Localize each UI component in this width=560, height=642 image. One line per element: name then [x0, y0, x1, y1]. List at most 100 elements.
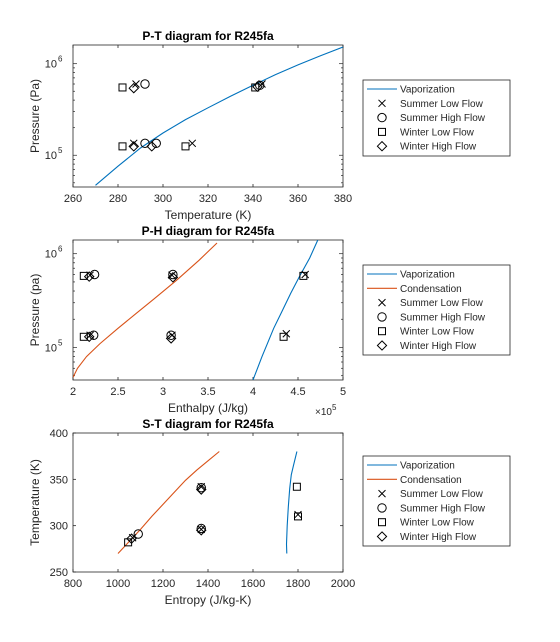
marker-circle	[168, 269, 178, 280]
plot-area	[72, 239, 344, 381]
marker-diamond	[195, 524, 207, 536]
y-tick-exponent: 6	[58, 55, 63, 64]
legend-box	[362, 79, 511, 157]
legend-label: Summer High Flow	[400, 312, 486, 323]
x-multiplier: ×105	[315, 403, 337, 418]
x-tick-label: 800	[64, 578, 82, 590]
x-tick-label: 1400	[196, 578, 220, 590]
marker-circle	[196, 482, 206, 493]
marker-square	[118, 83, 127, 92]
plot-data	[117, 451, 302, 554]
marker-square	[124, 538, 133, 547]
marker-circle	[166, 330, 176, 340]
y-tick-label: 400	[50, 428, 68, 440]
marker-square	[118, 142, 127, 151]
legend-label: Winter Low Flow	[400, 518, 475, 529]
x-tick-label: 2000	[331, 578, 355, 590]
legend-label: Summer High Flow	[400, 113, 486, 124]
y-tick-label: 10	[45, 59, 57, 71]
legend-label: Summer Low Flow	[400, 99, 484, 110]
legend-label: Winter High Flow	[400, 341, 477, 352]
marker-square	[279, 332, 288, 341]
y-tick-label: 10	[45, 342, 57, 354]
legend-label: Winter High Flow	[400, 532, 477, 543]
x-tick-label: 4.5	[290, 386, 305, 398]
y-tick-exponent: 5	[58, 146, 63, 155]
x-axis-label: Enthalpy (J/kg)	[168, 401, 248, 415]
marker-x	[129, 139, 138, 148]
x-tick-label: 260	[64, 193, 82, 205]
marker-diamond	[376, 531, 388, 542]
marker-square	[299, 271, 308, 280]
legend-label: Summer High Flow	[400, 503, 486, 514]
marker-x	[188, 139, 197, 148]
marker-x	[132, 80, 140, 88]
legend-label: Winter Low Flow	[400, 127, 475, 138]
x-tick-label: 3	[160, 386, 166, 398]
y-axis-label: Temperature (K)	[28, 459, 42, 546]
legend-label: Vaporization	[400, 270, 455, 281]
series-line-vaporization	[285, 451, 298, 554]
y-tick-label: 350	[50, 474, 68, 486]
series-line-vaporization	[95, 46, 343, 186]
chart-title: P-T diagram for R245fa	[142, 29, 274, 43]
legend: Vaporization Condensation Summer Low Flow S…	[362, 264, 511, 356]
marker-square	[181, 142, 190, 151]
marker-circle	[151, 138, 161, 149]
marker-diamond	[252, 81, 263, 93]
x-tick-label: 280	[109, 193, 127, 205]
marker-diamond	[167, 272, 179, 283]
y-tick-label: 10	[45, 150, 57, 162]
legend: Vaporization Condensation Summer Low Flow S…	[362, 455, 511, 547]
marker-diamond	[83, 331, 95, 343]
marker-square	[292, 482, 301, 491]
x-tick-label: 5	[340, 386, 346, 398]
y-tick-exponent: 5	[58, 338, 63, 347]
legend-label: Winter Low Flow	[400, 327, 475, 338]
chart-1: P-T diagram for R245fa 260 280 300 320 340 360…	[28, 29, 511, 222]
marker-circle	[133, 529, 143, 539]
marker-circle	[377, 503, 387, 513]
x-tick-label: 1600	[241, 578, 265, 590]
marker-x	[378, 489, 386, 498]
marker-diamond	[165, 333, 177, 344]
x-tick-label: 360	[289, 193, 307, 205]
x-tick-label: 380	[334, 193, 352, 205]
marker-square	[79, 332, 88, 341]
x-tick-label: 1200	[151, 578, 175, 590]
y-axis-label: Pressure (pa)	[28, 274, 42, 347]
plot-area	[72, 44, 344, 188]
marker-square	[378, 127, 386, 136]
x-axis-label: Temperature (K)	[165, 208, 252, 222]
x-tick-label: 1800	[286, 578, 310, 590]
chart-title: S-T diagram for R245fa	[142, 417, 274, 431]
marker-diamond	[128, 141, 140, 152]
marker-x	[378, 99, 386, 108]
x-tick-label: 1000	[106, 578, 130, 590]
x-tick-label: 340	[244, 193, 262, 205]
marker-square	[79, 271, 88, 280]
y-axis-label: Pressure (Pa)	[28, 79, 42, 153]
marker-diamond	[128, 82, 140, 94]
x-tick-label: 300	[154, 193, 172, 205]
x-multiplier-exp: 5	[332, 403, 337, 412]
marker-circle	[140, 138, 150, 149]
x-tick-label: 4	[250, 386, 256, 398]
x-axis-label: Entropy (J/kg-K)	[165, 593, 252, 607]
chart-3: S-T diagram for R245fa 800 1000 1200 1400 160…	[28, 417, 511, 607]
chart-title: P-H diagram for R245fa	[142, 224, 275, 238]
y-tick-label: 250	[50, 567, 68, 579]
series-line-condensation	[73, 242, 218, 378]
x-tick-label: 2.5	[110, 386, 125, 398]
marker-circle	[377, 112, 387, 123]
legend-label: Condensation	[400, 284, 462, 295]
marker-square	[294, 512, 302, 521]
marker-diamond	[83, 271, 95, 282]
marker-square	[378, 327, 386, 336]
marker-x	[378, 298, 386, 307]
marker-diamond	[376, 140, 388, 152]
marker-square	[378, 518, 386, 527]
series-line-vaporization	[252, 240, 319, 380]
x-tick-label: 320	[199, 193, 217, 205]
